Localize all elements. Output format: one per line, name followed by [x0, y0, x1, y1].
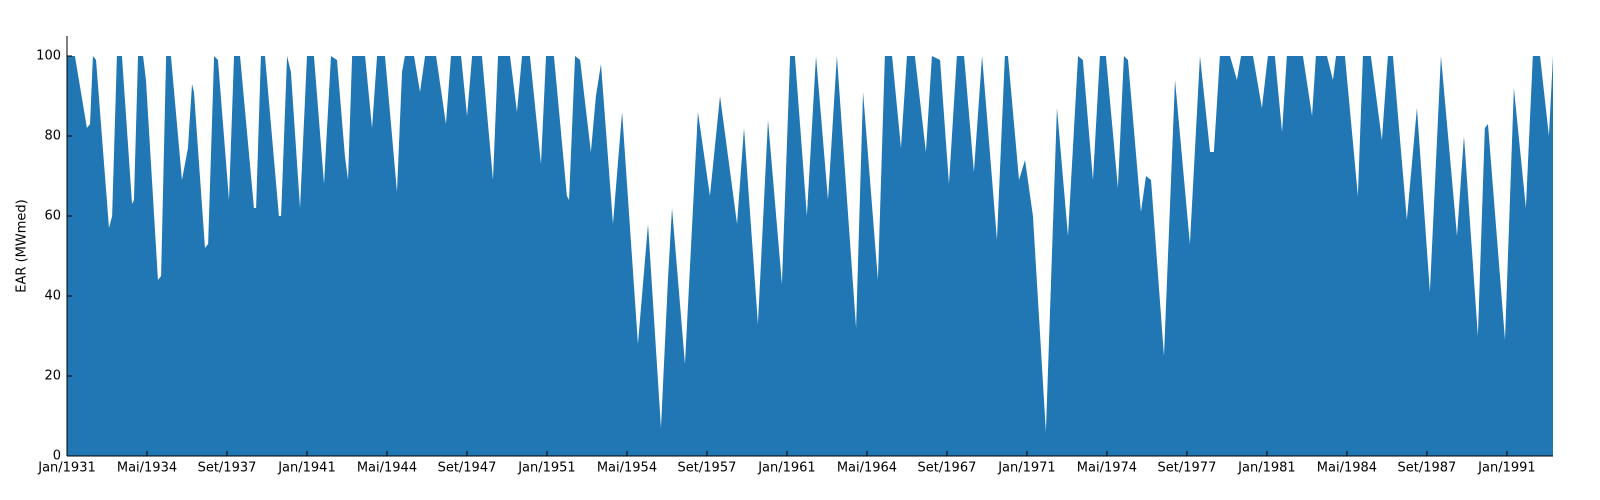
x-tick-label: Mai/1934: [117, 461, 177, 476]
area: [67, 56, 1553, 456]
x-tick-label: Mai/1954: [597, 461, 657, 476]
x-tick-label: Jan/1981: [1237, 461, 1296, 476]
x-tick-label: Set/1977: [1158, 461, 1217, 476]
y-tick-label: 100: [36, 49, 61, 64]
x-tick-label: Mai/1964: [837, 461, 897, 476]
x-tick-label: Set/1947: [438, 461, 497, 476]
x-tick-label: Jan/1941: [277, 461, 336, 476]
x-tick-label: Set/1967: [918, 461, 977, 476]
x-tick-label: Jan/1961: [757, 461, 816, 476]
x-tick-label: Mai/1974: [1077, 461, 1137, 476]
y-tick-label: 80: [44, 129, 61, 144]
y-tick-label: 0: [53, 449, 61, 464]
y-tick-label: 60: [44, 209, 61, 224]
y-axis-label: EAR (MWmed): [15, 199, 30, 292]
x-tick-label: Set/1957: [678, 461, 737, 476]
y-tick-label: 20: [44, 369, 61, 384]
x-tick-label: Set/1987: [1398, 461, 1457, 476]
x-tick-label: Mai/1984: [1317, 461, 1377, 476]
x-tick-label: Jan/1931: [37, 461, 96, 476]
x-tick-label: Jan/1991: [1477, 461, 1536, 476]
y-tick-label: 40: [44, 289, 61, 304]
x-tick-label: Jan/1951: [517, 461, 576, 476]
x-tick-label: Mai/1944: [357, 461, 417, 476]
x-tick-label: Set/1937: [198, 461, 257, 476]
x-tick-label: Jan/1971: [997, 461, 1056, 476]
